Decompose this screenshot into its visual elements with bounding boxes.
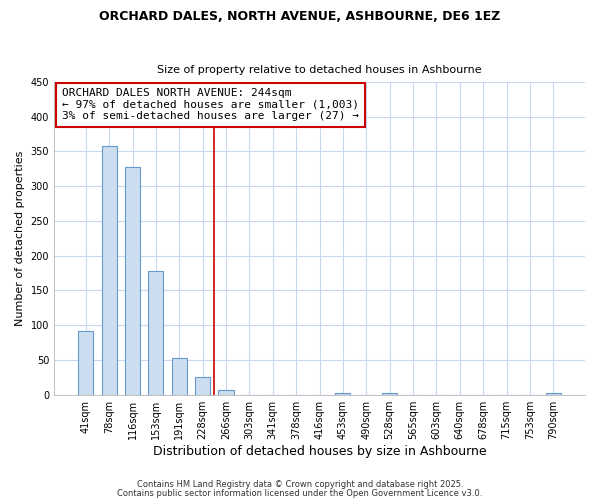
- Y-axis label: Number of detached properties: Number of detached properties: [15, 150, 25, 326]
- Bar: [218, 390, 233, 394]
- Bar: [195, 378, 210, 394]
- Bar: [101, 146, 117, 394]
- Text: ORCHARD DALES, NORTH AVENUE, ASHBOURNE, DE6 1EZ: ORCHARD DALES, NORTH AVENUE, ASHBOURNE, …: [100, 10, 500, 23]
- Text: ORCHARD DALES NORTH AVENUE: 244sqm
← 97% of detached houses are smaller (1,003)
: ORCHARD DALES NORTH AVENUE: 244sqm ← 97%…: [62, 88, 359, 122]
- Text: Contains HM Land Registry data © Crown copyright and database right 2025.: Contains HM Land Registry data © Crown c…: [137, 480, 463, 489]
- Bar: [148, 271, 163, 394]
- Title: Size of property relative to detached houses in Ashbourne: Size of property relative to detached ho…: [157, 66, 482, 76]
- Bar: [172, 358, 187, 395]
- X-axis label: Distribution of detached houses by size in Ashbourne: Distribution of detached houses by size …: [153, 444, 487, 458]
- Text: Contains public sector information licensed under the Open Government Licence v3: Contains public sector information licen…: [118, 488, 482, 498]
- Bar: [125, 166, 140, 394]
- Bar: [78, 330, 94, 394]
